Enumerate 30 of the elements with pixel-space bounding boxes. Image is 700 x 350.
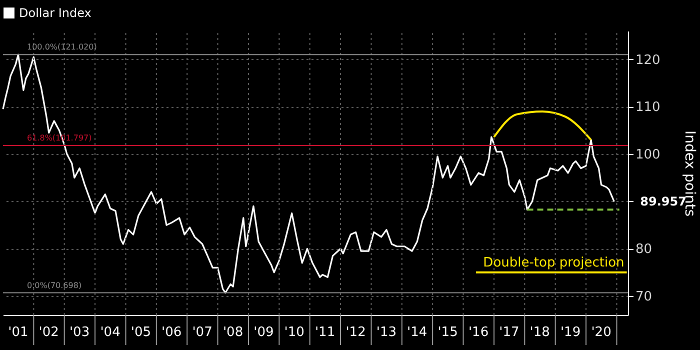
y-tick-label: 120	[636, 52, 660, 68]
x-tick-label: '19	[560, 325, 581, 340]
x-tick-label: '01	[8, 325, 28, 340]
x-tick-label: '11	[314, 325, 336, 340]
ref-line-label: 100.0%(121.020)	[27, 42, 97, 52]
x-tick-label: '12	[346, 325, 366, 340]
y-tick-label: 110	[636, 100, 660, 116]
y-tick-label: 70	[636, 290, 652, 305]
x-tick-label: '14	[407, 325, 428, 340]
x-tick-label: '06	[162, 325, 182, 340]
x-tick-label: '20	[591, 325, 612, 340]
x-tick-label: '16	[468, 325, 489, 340]
x-tick-label: '02	[38, 325, 59, 340]
x-tick-label: '03	[69, 325, 90, 340]
line-series	[492, 110, 592, 141]
annotation: Double-top projection	[483, 255, 624, 270]
x-tick-label: '05	[130, 325, 152, 340]
x-tick-label: '07	[192, 325, 212, 340]
y-tick-label: 100	[636, 148, 660, 163]
x-tick-label: '09	[254, 325, 274, 340]
y-tick-label: 80	[636, 242, 652, 258]
x-tick-label: '17	[499, 325, 520, 340]
x-tick-label: '08	[222, 325, 244, 340]
legend-label: Dollar Index	[19, 6, 92, 20]
x-tick-label: '04	[100, 325, 120, 340]
x-tick-label: '10	[284, 325, 304, 340]
ref-line-label: 0.0%(70.698)	[27, 280, 82, 290]
x-tick-label: '18	[530, 325, 550, 340]
x-tick-label: '15	[438, 325, 458, 340]
x-tick-label: '13	[376, 325, 397, 340]
